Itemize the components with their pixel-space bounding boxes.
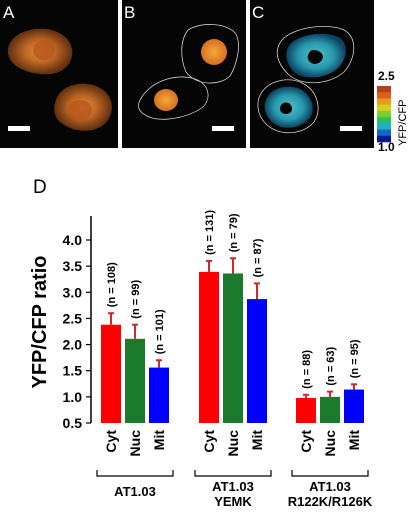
y-tick-label: 4.0 xyxy=(63,232,83,248)
category-label: Nuc xyxy=(225,430,241,457)
y-tick-label: 1.0 xyxy=(63,389,83,405)
colorbar-swatch xyxy=(377,117,391,124)
colorbar-swatch xyxy=(377,123,391,130)
nucleus-lower xyxy=(154,89,178,111)
group-label: AT1.03 xyxy=(212,479,254,494)
cell-outline-upper xyxy=(181,24,239,84)
colorbar-max-label: 2.5 xyxy=(378,69,395,83)
y-tick-label: 2.0 xyxy=(63,337,83,353)
colorbar-swatch xyxy=(377,110,391,118)
colorbar-swatch xyxy=(377,86,391,93)
bar-cyt xyxy=(199,271,219,423)
bar-nuc xyxy=(223,273,243,423)
y-axis-label: YFP/CFP ratio xyxy=(29,256,51,389)
bar-nuc xyxy=(125,338,145,423)
cell-outline-c-upper xyxy=(276,25,355,84)
y-tick-label: 2.5 xyxy=(63,310,83,326)
category-label: Cyt xyxy=(201,430,217,453)
y-tick-label: 3.5 xyxy=(63,258,83,274)
n-label: (n = 88) xyxy=(301,350,313,389)
group-label: R122K/R126K xyxy=(288,494,373,509)
y-tick-label: 1.5 xyxy=(63,363,83,379)
panel-a-cells xyxy=(7,28,112,131)
bar-cyt xyxy=(101,324,121,423)
group-bracket xyxy=(194,470,272,477)
y-tick-label: 3.0 xyxy=(63,284,83,300)
colorbar-min-label: 1.0 xyxy=(378,140,395,154)
category-label: Cyt xyxy=(103,430,119,453)
colorbar-swatch xyxy=(377,92,391,99)
n-label: (n = 108) xyxy=(106,262,118,307)
category-label: Nuc xyxy=(322,430,338,457)
cell-lower-nucleus xyxy=(68,100,92,120)
panel-b: B xyxy=(122,0,246,148)
cell-outline-lower xyxy=(138,76,209,120)
colorbar-swatch xyxy=(377,104,391,112)
bar-nuc xyxy=(320,396,340,423)
n-label: (n = 95) xyxy=(349,339,361,378)
y-tick-label: 0.5 xyxy=(63,415,83,431)
group-bracket xyxy=(291,470,369,477)
n-label: (n = 101) xyxy=(154,309,166,354)
n-label: (n = 87) xyxy=(252,238,264,277)
cell-outline-c-lower xyxy=(257,79,319,134)
panel-a: A xyxy=(0,0,118,148)
scale-bar-b xyxy=(212,126,234,131)
colorbar-swatch xyxy=(377,98,391,105)
category-label: Cyt xyxy=(298,430,314,453)
group-label: AT1.03 xyxy=(114,484,156,499)
bar-mit xyxy=(344,389,364,423)
bars: (n = 108) Cyt (n = 99) Nuc (n = 101) Mit (n = … xyxy=(101,210,364,457)
colorbar-swatch xyxy=(377,135,391,143)
scale-bar-c xyxy=(340,126,362,131)
category-label: Mit xyxy=(249,430,265,451)
colorbar-axis-label: YFP/CFP xyxy=(397,100,409,146)
y-ticks: 0.5 1.0 1.5 2.0 2.5 3.0 3.5 4.0 xyxy=(63,232,91,431)
category-label: Mit xyxy=(151,430,167,451)
n-label: (n = 99) xyxy=(130,280,142,319)
panel-b-image xyxy=(122,0,246,148)
panel-c-letter: C xyxy=(252,3,264,22)
nucleus-upper xyxy=(201,39,227,65)
cell-upper-nucleus xyxy=(33,40,55,60)
mito-network-lower xyxy=(264,86,313,128)
n-label: (n = 131) xyxy=(204,210,216,255)
panel-a-letter: A xyxy=(3,3,15,22)
panel-b-letter: B xyxy=(124,3,135,22)
group-label: AT1.03 xyxy=(309,479,351,494)
n-label: (n = 79) xyxy=(228,213,240,252)
category-label: Mit xyxy=(346,430,362,451)
panel-d-letter: D xyxy=(33,177,47,198)
panel-d: D YFP/CFP ratio 0.5 1.0 1.5 2.0 2.5 3.0 3.5 4.0… xyxy=(29,177,373,509)
colorbar: 2.5 1.0 YFP/CFP xyxy=(377,69,409,154)
mito-network-upper xyxy=(286,33,346,78)
bar-mit xyxy=(149,367,169,423)
scale-bar-a xyxy=(8,126,30,131)
colorbar-swatch xyxy=(377,129,391,137)
n-label: (n = 63) xyxy=(325,346,337,385)
category-label: Nuc xyxy=(127,430,143,457)
bar-mit xyxy=(247,299,267,423)
group-label: YEMK xyxy=(214,494,252,509)
colorbar-swatches xyxy=(377,86,391,143)
panel-c: C xyxy=(250,0,374,148)
group-bracket xyxy=(96,470,174,477)
bar-cyt xyxy=(296,397,316,423)
